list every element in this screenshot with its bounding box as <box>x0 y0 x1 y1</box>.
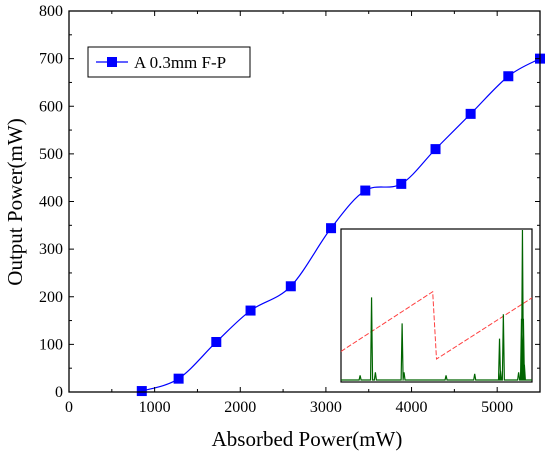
data-point-marker <box>211 336 222 347</box>
x-tick-label: 3000 <box>310 399 342 416</box>
data-point-marker <box>503 71 514 82</box>
data-point-marker <box>430 144 441 155</box>
y-tick-label: 200 <box>39 289 63 306</box>
y-tick-label: 300 <box>39 241 63 258</box>
data-point-marker <box>326 223 337 234</box>
inset-spectrum-trace <box>341 230 532 381</box>
x-tick-label: 1000 <box>139 399 171 416</box>
legend-label: A 0.3mm F-P <box>134 53 226 72</box>
y-tick-label: 600 <box>39 98 63 115</box>
y-tick-label: 700 <box>39 51 63 68</box>
data-point-marker <box>173 373 184 384</box>
data-point-marker <box>465 108 476 119</box>
inset-oscilloscope-trace <box>340 228 533 383</box>
data-point-marker <box>245 305 256 316</box>
y-tick-label: 100 <box>39 336 63 353</box>
y-axis-title: Output Power(mW) <box>3 118 27 285</box>
x-tick-label: 0 <box>65 399 73 416</box>
data-point-marker <box>285 281 296 292</box>
y-tick-label: 400 <box>39 194 63 211</box>
data-point-marker <box>396 178 407 189</box>
x-tick-label: 2000 <box>224 399 256 416</box>
x-axis-title: Absorbed Power(mW) <box>212 427 403 451</box>
y-tick-label: 800 <box>39 3 63 20</box>
data-point-marker <box>136 386 147 397</box>
y-tick-label: 0 <box>55 384 63 401</box>
x-tick-label: 5000 <box>481 399 513 416</box>
y-tick-label: 500 <box>39 146 63 163</box>
legend: A 0.3mm F-P <box>87 46 251 78</box>
inset-ramp-trace <box>340 290 533 360</box>
x-tick-label: 4000 <box>396 399 428 416</box>
data-point-marker <box>360 185 371 196</box>
